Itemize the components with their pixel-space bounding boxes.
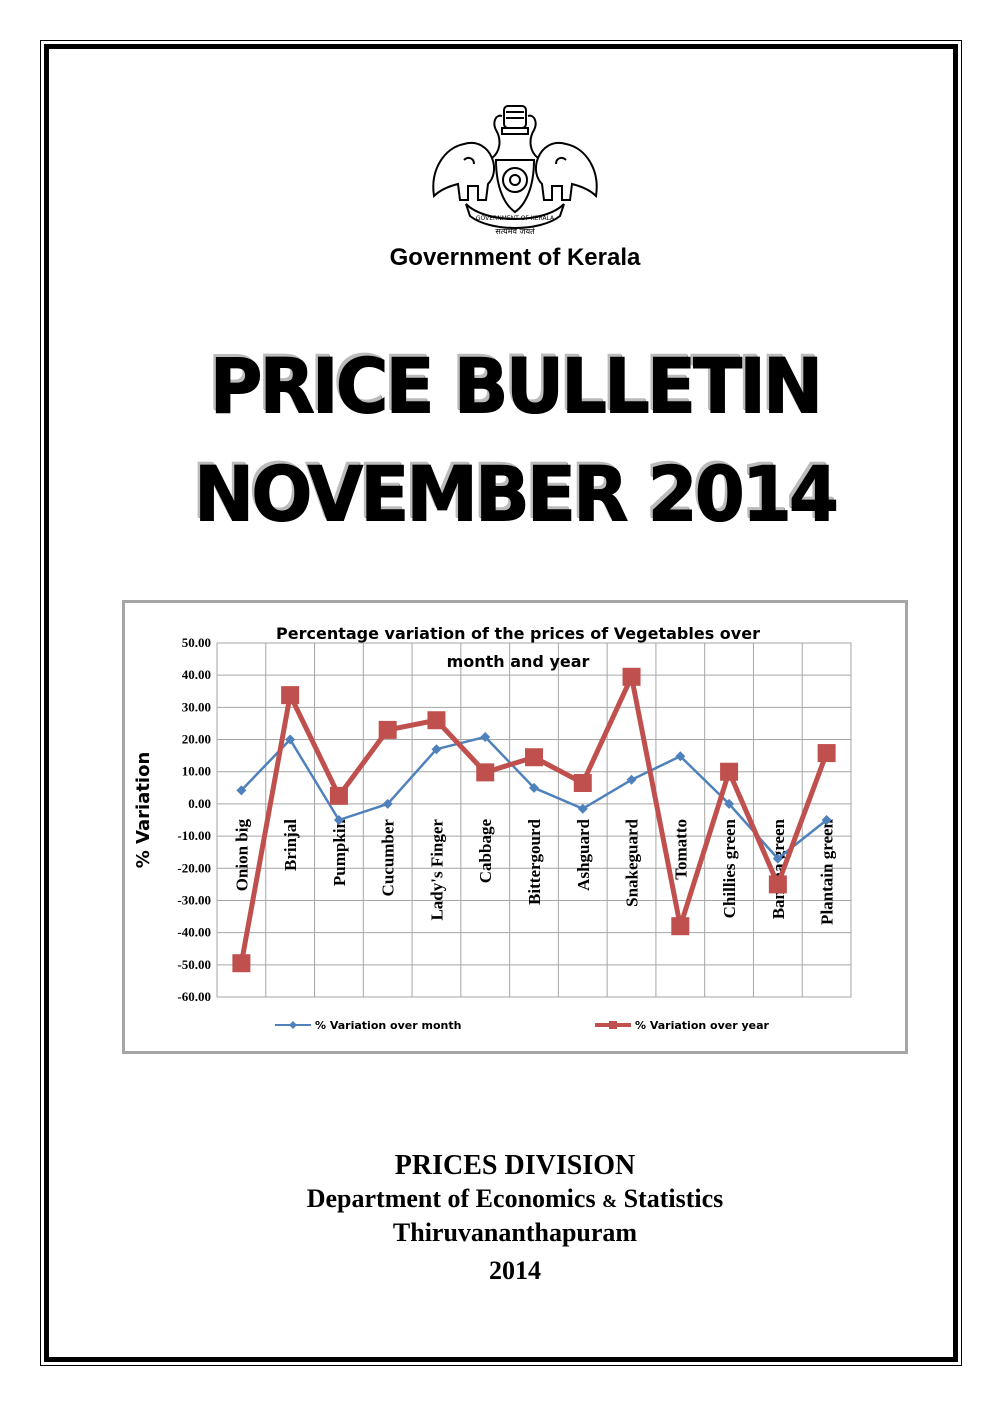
x-category-label: Pumpkin bbox=[330, 818, 349, 886]
x-category-label: Onion big bbox=[232, 819, 251, 892]
series-point-diamond bbox=[772, 853, 783, 864]
y-axis-title: % Variation bbox=[133, 752, 154, 869]
series-point-diamond bbox=[577, 803, 588, 814]
series-point-diamond bbox=[333, 815, 344, 825]
x-category-label: Chillies green bbox=[720, 818, 739, 918]
series-point-square bbox=[768, 875, 787, 894]
series-point-diamond bbox=[431, 744, 442, 755]
series-point-diamond bbox=[285, 734, 296, 745]
series-point-diamond bbox=[529, 782, 539, 793]
series-point-square bbox=[378, 720, 397, 739]
series-point-square bbox=[329, 786, 348, 805]
x-category-label: Plantain green bbox=[818, 818, 837, 924]
series-point-diamond bbox=[675, 751, 686, 762]
bulletin-date: NOVEMBER 2014 bbox=[193, 449, 839, 539]
division-name: PRICES DIVISION bbox=[394, 1150, 636, 1181]
x-category-label: Cabbage bbox=[476, 819, 495, 884]
x-category-label: Tomatto bbox=[671, 819, 690, 880]
legend-marker-diamond bbox=[289, 1021, 297, 1029]
series-point-diamond bbox=[724, 798, 735, 809]
kerala-emblem-icon: GOVERNMENT OF KERALA सत्यमेव जयते bbox=[432, 105, 598, 236]
series-point-square bbox=[476, 763, 495, 782]
page-border-outer bbox=[40, 40, 962, 1366]
y-tick-label: 30.00 bbox=[182, 699, 211, 714]
y-tick-label: -60.00 bbox=[177, 989, 211, 1004]
series-point-diamond bbox=[236, 785, 247, 796]
x-category-label: Lady's Finger bbox=[427, 819, 446, 921]
department-ampersand: & bbox=[602, 1191, 618, 1211]
series-point-square bbox=[817, 744, 836, 763]
y-tick-label: -50.00 bbox=[177, 957, 211, 972]
y-tick-label: -40.00 bbox=[177, 925, 211, 940]
page-border-inner bbox=[44, 44, 958, 1362]
chart-title-line1: Percentage variation of the prices of Ve… bbox=[276, 624, 760, 643]
series-point-diamond bbox=[382, 798, 393, 809]
chart-canvas: 50.00 40.00 30.00 20.00 10.00 0.00 -10.00 -20.0… bbox=[133, 624, 852, 1032]
government-heading: Government of Kerala bbox=[389, 244, 641, 271]
y-tick-label: 20.00 bbox=[182, 732, 211, 747]
legend-marker-square bbox=[609, 1021, 617, 1029]
series-point-square bbox=[232, 954, 251, 973]
chart-title-line2: month and year bbox=[447, 652, 590, 671]
x-category-label: Brinjal bbox=[281, 819, 300, 871]
department-part1: Department of Economics bbox=[306, 1184, 596, 1213]
series-point-square bbox=[427, 711, 446, 730]
series-point-square bbox=[671, 917, 690, 936]
series-point-square bbox=[525, 748, 543, 767]
x-category-label: Cucumber bbox=[379, 819, 398, 897]
department-part2: Statistics bbox=[623, 1184, 724, 1213]
bulletin-title: PRICE BULLETIN bbox=[209, 341, 824, 431]
series-point-diamond bbox=[480, 731, 491, 742]
y-tick-label: -30.00 bbox=[177, 892, 211, 907]
series-point-square bbox=[622, 667, 641, 686]
y-tick-label: 0.00 bbox=[188, 796, 211, 811]
emblem-ribbon-text: GOVERNMENT OF KERALA bbox=[476, 215, 555, 222]
y-tick-label: 10.00 bbox=[182, 764, 211, 779]
y-tick-label: -10.00 bbox=[177, 828, 211, 843]
y-tick-label: 50.00 bbox=[182, 635, 211, 650]
legend-label: % Variation over year bbox=[635, 1019, 770, 1032]
series-point-diamond bbox=[821, 815, 832, 825]
legend-label: % Variation over month bbox=[315, 1019, 461, 1032]
series-point-square bbox=[573, 773, 592, 792]
x-category-label: Bittergourd bbox=[525, 818, 544, 904]
x-category-label: Snakeguard bbox=[623, 818, 642, 906]
y-tick-label: -20.00 bbox=[177, 860, 211, 875]
x-category-label: Banana green bbox=[769, 818, 788, 919]
city-name: Thiruvananthapuram bbox=[392, 1218, 638, 1247]
department-name: Department of Economics & Statistics bbox=[0, 1184, 1002, 1214]
publication-year: 2014 bbox=[489, 1256, 541, 1285]
series-point-diamond bbox=[626, 774, 637, 785]
series-point-square bbox=[720, 762, 739, 781]
emblem-motto: सत्यमेव जयते bbox=[495, 226, 535, 236]
vegetable-price-chart: 50.00 40.00 30.00 20.00 10.00 0.00 -10.00 -20.0… bbox=[122, 600, 908, 1054]
y-tick-label: 40.00 bbox=[182, 667, 211, 682]
x-category-label: Ashguard bbox=[574, 818, 593, 890]
series-point-square bbox=[281, 686, 300, 705]
plot-area bbox=[216, 642, 852, 998]
